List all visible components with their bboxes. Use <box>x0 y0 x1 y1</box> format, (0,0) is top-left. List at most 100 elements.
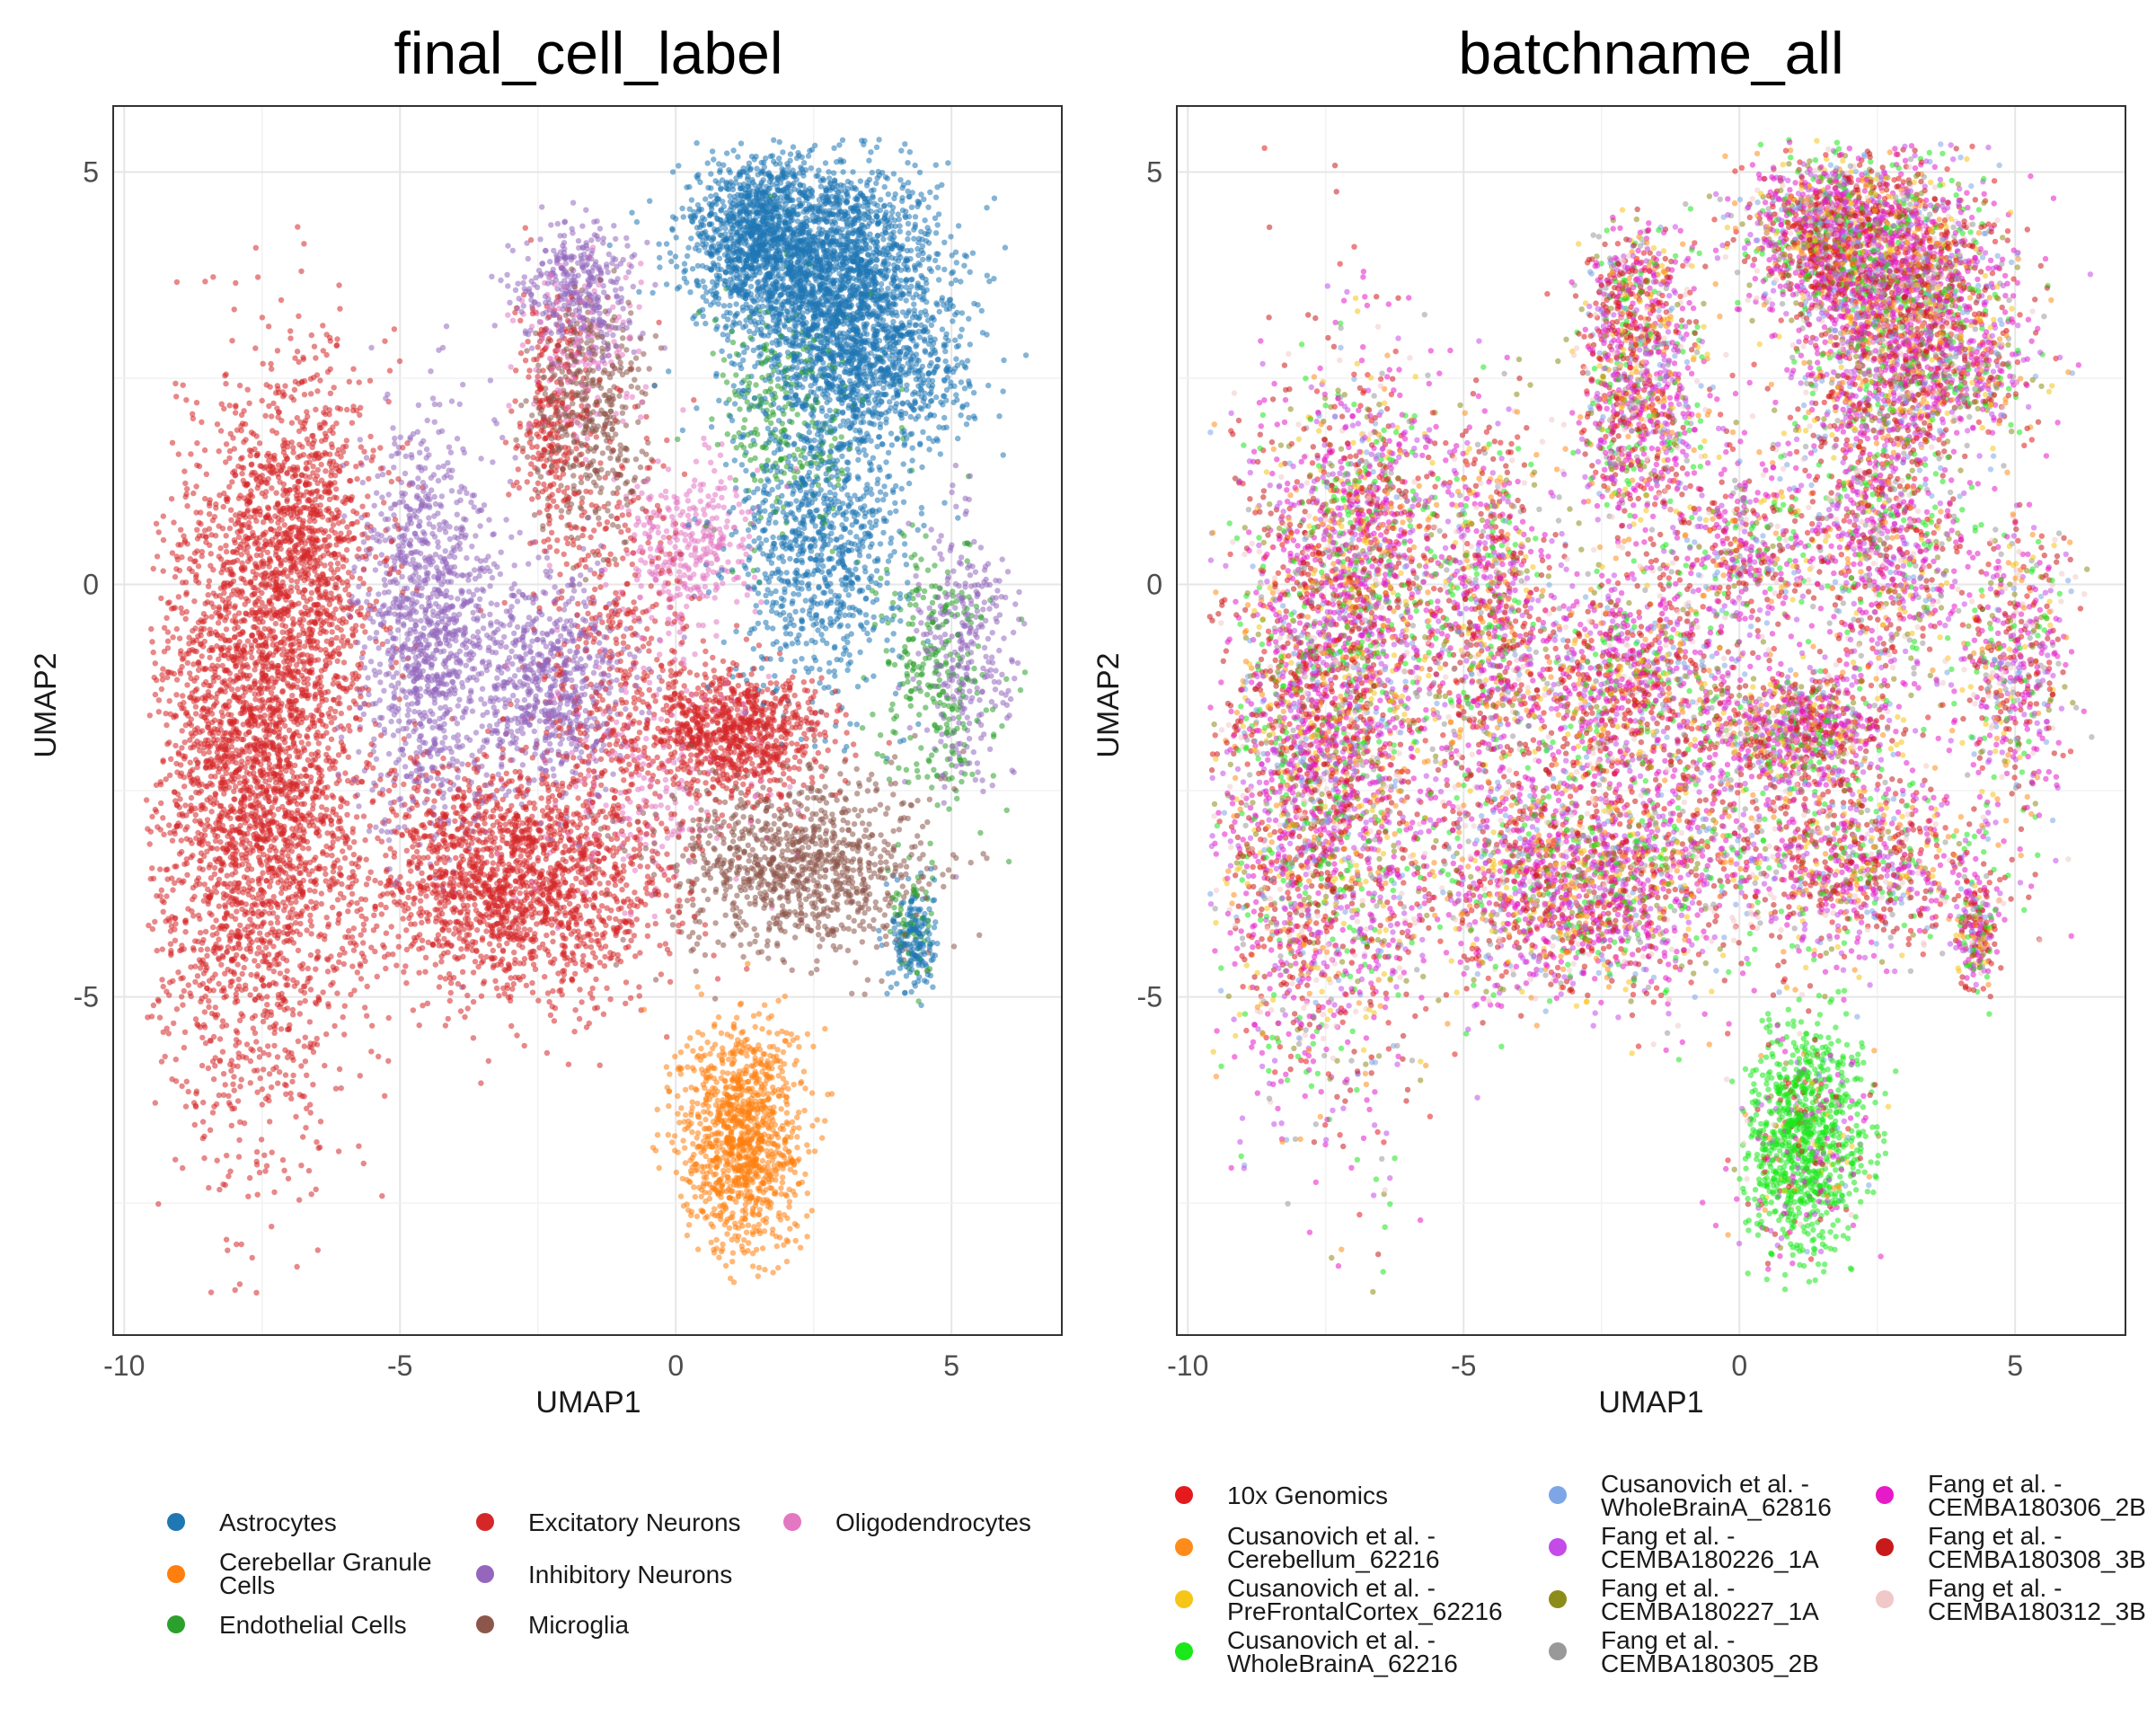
scatter-point <box>478 696 483 702</box>
scatter-point <box>839 454 844 459</box>
scatter-point <box>713 633 719 639</box>
scatter-point <box>356 1144 361 1149</box>
scatter-point <box>878 869 883 874</box>
scatter-point <box>628 360 633 366</box>
scatter-point <box>816 750 821 756</box>
scatter-point <box>325 369 331 375</box>
scatter-point <box>816 482 821 488</box>
scatter-point <box>295 349 300 354</box>
scatter-point <box>793 1238 799 1243</box>
scatter-point <box>597 960 603 965</box>
scatter-point <box>241 886 246 891</box>
scatter-point <box>982 567 987 572</box>
scatter-point <box>155 1201 161 1207</box>
scatter-point <box>911 226 916 232</box>
scatter-point <box>518 402 524 408</box>
scatter-point <box>207 655 212 660</box>
scatter-point <box>362 644 367 650</box>
scatter-point <box>455 732 461 738</box>
scatter-point <box>647 680 652 686</box>
scatter-point <box>897 966 903 971</box>
scatter-point <box>657 942 662 948</box>
scatter-point <box>436 464 441 470</box>
scatter-point <box>645 933 650 939</box>
scatter-point <box>892 500 897 506</box>
scatter-point <box>956 714 961 720</box>
scatter-point <box>539 795 544 801</box>
scatter-point <box>570 565 576 571</box>
scatter-point <box>891 171 897 176</box>
scatter-point <box>480 744 485 749</box>
scatter-point <box>666 877 671 882</box>
scatter-point <box>705 160 711 165</box>
scatter-point <box>426 515 431 520</box>
scatter-point <box>186 634 191 640</box>
scatter-point <box>747 901 753 907</box>
scatter-point <box>734 599 739 605</box>
scatter-point <box>194 527 199 533</box>
scatter-point <box>819 936 825 942</box>
scatter-point <box>678 1105 684 1110</box>
scatter-point <box>551 773 556 778</box>
scatter-point <box>924 819 930 825</box>
scatter-point <box>368 659 374 664</box>
scatter-point <box>705 840 711 845</box>
scatter-point <box>869 772 874 777</box>
scatter-point <box>392 767 397 773</box>
scatter-point <box>548 568 553 573</box>
scatter-point <box>734 623 739 628</box>
scatter-point <box>202 447 208 453</box>
scatter-point <box>455 721 460 726</box>
scatter-point <box>804 1142 809 1147</box>
scatter-point <box>838 423 844 429</box>
scatter-point <box>910 677 915 682</box>
scatter-point <box>861 876 866 881</box>
scatter-point <box>522 926 527 932</box>
scatter-point <box>336 752 341 757</box>
scatter-point <box>232 306 237 312</box>
scatter-point <box>430 783 436 789</box>
scatter-point <box>221 1092 226 1098</box>
scatter-point <box>748 885 754 890</box>
scatter-point <box>826 660 832 666</box>
scatter-point <box>718 187 723 192</box>
scatter-point <box>374 756 379 762</box>
scatter-point <box>715 485 720 491</box>
scatter-point <box>181 783 187 789</box>
scatter-point <box>606 916 612 921</box>
scatter-point <box>459 484 464 490</box>
scatter-point <box>714 323 720 329</box>
scatter-point <box>307 474 313 480</box>
scatter-point <box>878 197 883 202</box>
scatter-point <box>1005 569 1011 574</box>
scatter-point <box>846 827 852 833</box>
scatter-point <box>446 445 452 450</box>
scatter-point <box>358 576 363 581</box>
scatter-point <box>668 259 674 264</box>
scatter-point <box>549 922 554 927</box>
scatter-point <box>718 453 723 458</box>
scatter-point <box>478 1080 483 1085</box>
scatter-point <box>193 483 199 489</box>
scatter-point <box>389 479 394 484</box>
scatter-point <box>543 933 549 938</box>
scatter-point <box>418 898 423 904</box>
scatter-point <box>245 1194 251 1199</box>
scatter-point <box>561 606 567 612</box>
scatter-point <box>225 873 230 879</box>
scatter-point <box>471 999 476 1004</box>
scatter-point <box>691 397 696 402</box>
scatter-point <box>596 880 602 886</box>
scatter-point <box>482 502 487 508</box>
scatter-point <box>381 500 386 505</box>
scatter-point <box>341 513 347 518</box>
scatter-point <box>878 489 883 494</box>
scatter-point <box>336 1148 341 1154</box>
scatter-point <box>736 683 741 688</box>
scatter-point <box>275 735 280 740</box>
scatter-points <box>144 137 1029 1296</box>
scatter-point <box>596 640 602 645</box>
scatter-point <box>149 865 155 871</box>
scatter-point <box>955 436 960 441</box>
scatter-point <box>529 639 535 644</box>
